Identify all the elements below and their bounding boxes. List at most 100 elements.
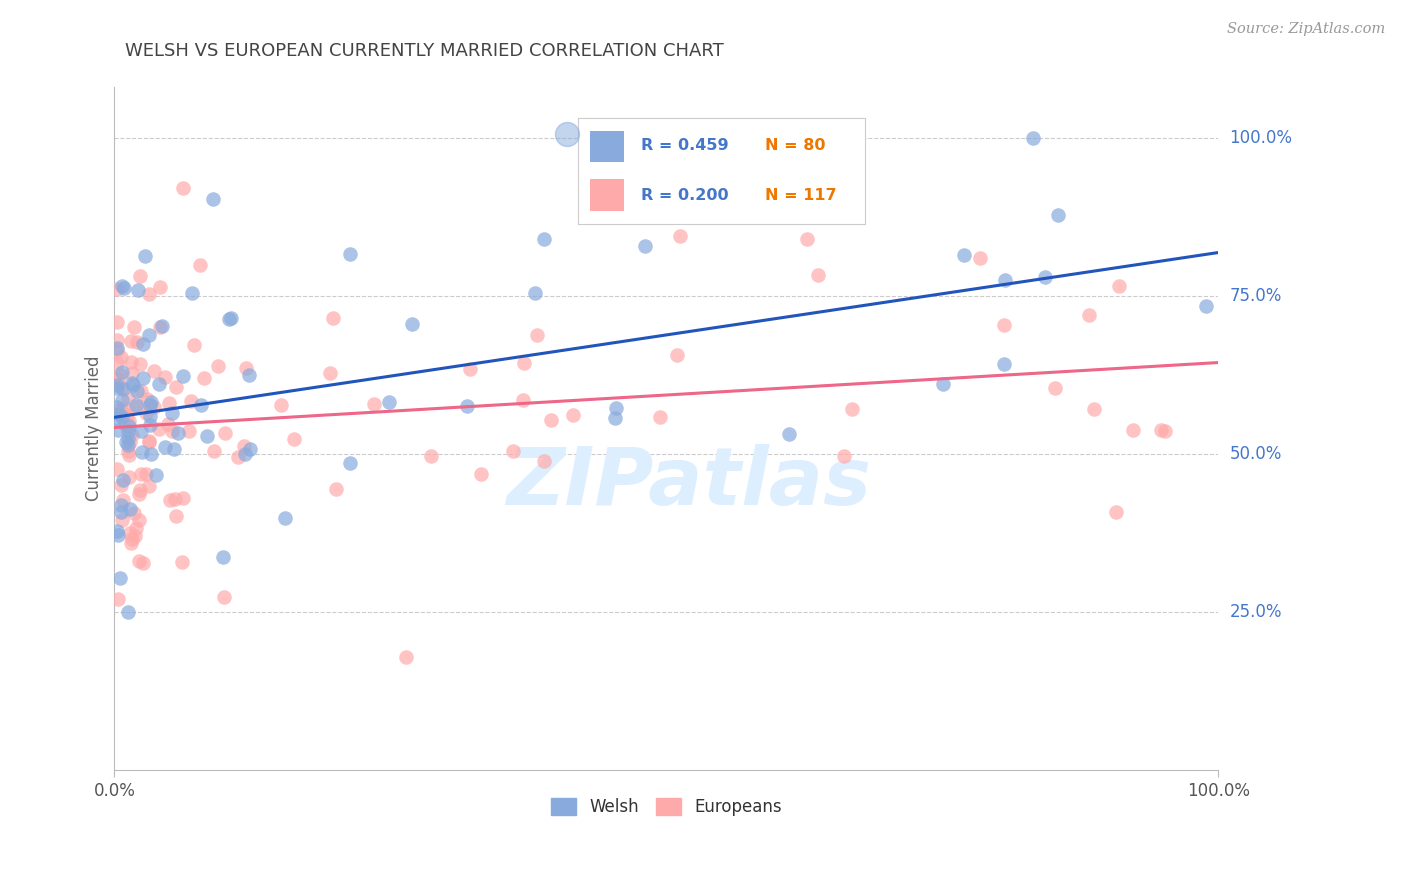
Europeans xyxy=(118,434,141,449)
Welsh xyxy=(134,249,156,263)
Europeans xyxy=(172,181,194,195)
Europeans xyxy=(117,444,139,458)
Europeans xyxy=(235,361,257,376)
Welsh xyxy=(1022,130,1045,145)
Europeans xyxy=(562,408,585,422)
Europeans xyxy=(120,536,142,550)
Europeans xyxy=(105,315,128,329)
Europeans xyxy=(120,355,142,369)
Welsh xyxy=(139,409,162,423)
Europeans xyxy=(832,449,855,463)
Europeans xyxy=(129,467,152,482)
Europeans xyxy=(105,356,128,370)
Europeans xyxy=(165,509,187,524)
Europeans xyxy=(111,492,134,507)
Europeans xyxy=(228,450,250,464)
Europeans xyxy=(111,405,134,419)
Europeans xyxy=(325,482,347,496)
Europeans xyxy=(114,417,136,431)
Welsh xyxy=(167,425,190,440)
Europeans xyxy=(669,228,692,243)
Welsh xyxy=(117,605,139,619)
Europeans xyxy=(124,506,146,520)
Welsh xyxy=(993,357,1015,371)
Europeans xyxy=(110,478,132,492)
Europeans xyxy=(665,348,688,362)
Europeans xyxy=(138,434,160,449)
Europeans xyxy=(993,318,1015,332)
Text: WELSH VS EUROPEAN CURRENTLY MARRIED CORRELATION CHART: WELSH VS EUROPEAN CURRENTLY MARRIED CORR… xyxy=(125,42,724,60)
Europeans xyxy=(118,413,141,427)
Europeans xyxy=(105,333,128,347)
Europeans xyxy=(129,358,152,372)
Welsh xyxy=(118,502,141,516)
Welsh xyxy=(145,468,167,483)
Europeans xyxy=(841,402,863,417)
Europeans xyxy=(1083,401,1105,416)
Europeans xyxy=(110,380,132,394)
Welsh xyxy=(105,381,128,395)
Europeans xyxy=(419,449,441,463)
Europeans xyxy=(512,393,534,408)
Europeans xyxy=(122,320,145,334)
Welsh xyxy=(111,365,134,379)
Welsh xyxy=(111,392,134,407)
Europeans xyxy=(108,368,131,382)
Europeans xyxy=(270,398,292,412)
Europeans xyxy=(110,350,132,364)
Welsh xyxy=(163,442,186,457)
Europeans xyxy=(138,287,160,301)
Europeans xyxy=(458,361,481,376)
Welsh xyxy=(111,409,134,424)
Europeans xyxy=(540,413,562,427)
Europeans xyxy=(319,366,342,380)
Europeans xyxy=(159,492,181,507)
Welsh xyxy=(121,378,143,392)
Welsh xyxy=(127,284,149,298)
Europeans xyxy=(165,492,187,507)
Europeans xyxy=(157,417,180,431)
Europeans xyxy=(108,404,131,418)
Welsh xyxy=(105,410,128,425)
Europeans xyxy=(155,370,177,384)
Welsh xyxy=(339,247,361,261)
Legend: Welsh, Europeans: Welsh, Europeans xyxy=(544,791,789,823)
Europeans xyxy=(180,393,202,408)
Welsh xyxy=(238,368,260,382)
Europeans xyxy=(118,526,141,541)
Europeans xyxy=(125,335,148,350)
Europeans xyxy=(969,252,991,266)
Europeans xyxy=(121,366,143,380)
Welsh xyxy=(233,447,256,461)
Welsh xyxy=(401,318,423,332)
Welsh xyxy=(117,425,139,439)
Europeans xyxy=(807,268,830,283)
Europeans xyxy=(149,280,172,294)
Welsh xyxy=(932,376,955,391)
Europeans xyxy=(105,462,128,476)
Europeans xyxy=(142,364,165,378)
Welsh xyxy=(125,384,148,398)
Y-axis label: Currently Married: Currently Married xyxy=(86,356,103,501)
Europeans xyxy=(117,448,139,462)
Welsh xyxy=(111,278,134,293)
Welsh xyxy=(105,524,128,538)
Europeans xyxy=(128,399,150,413)
Welsh xyxy=(138,398,160,412)
Europeans xyxy=(125,520,148,534)
Text: 25.0%: 25.0% xyxy=(1230,603,1282,621)
Welsh xyxy=(117,431,139,445)
Welsh xyxy=(131,445,153,459)
Welsh xyxy=(533,232,555,246)
Europeans xyxy=(202,443,225,458)
Europeans xyxy=(1150,423,1173,437)
Europeans xyxy=(157,396,180,410)
Welsh xyxy=(105,341,128,355)
Europeans xyxy=(207,359,229,373)
Welsh xyxy=(105,378,128,392)
Welsh xyxy=(195,429,218,443)
Welsh xyxy=(148,377,170,392)
Welsh xyxy=(112,280,135,294)
Welsh xyxy=(132,371,155,385)
Welsh xyxy=(994,273,1017,287)
